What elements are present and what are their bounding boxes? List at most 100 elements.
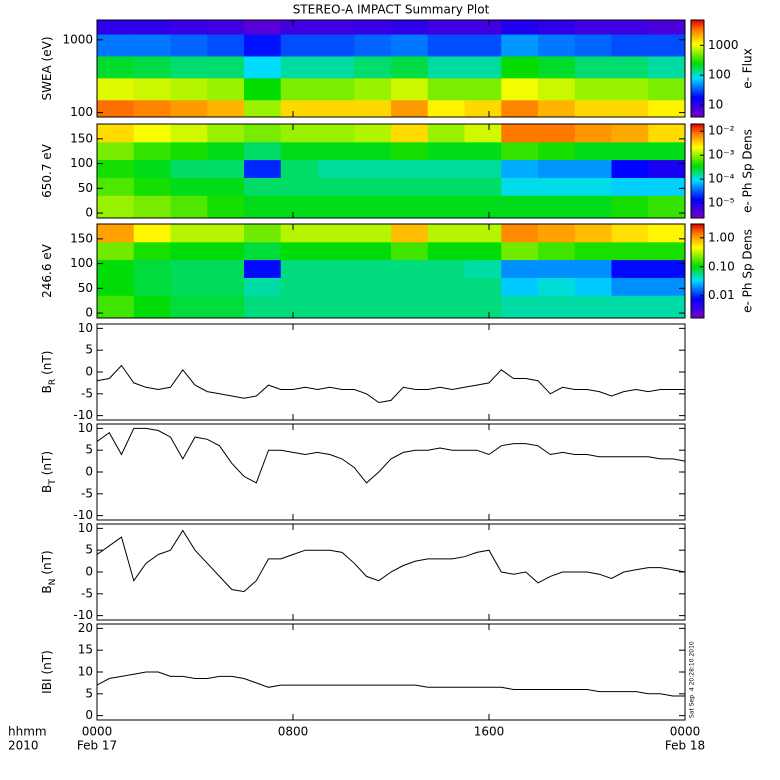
colorbar-strip (691, 189, 704, 192)
heatmap-cell (464, 34, 502, 57)
colorbar-strip (691, 239, 704, 242)
heatmap-cell (97, 20, 135, 35)
y-label-sub: N (48, 579, 58, 586)
colorbar-strip (691, 125, 704, 128)
heatmap-cell (170, 195, 208, 219)
colorbar-strip (691, 92, 704, 95)
colorbar-strip (691, 186, 704, 189)
heatmap-cell (648, 124, 686, 143)
colorbar-strip (691, 213, 704, 216)
heatmap-cell (464, 159, 502, 178)
colorbar-strip (691, 73, 704, 76)
heatmap-cell (538, 224, 576, 243)
colorbar-strip (691, 305, 704, 308)
colorbar-strip (691, 174, 704, 177)
colorbar-strip (691, 316, 704, 319)
colorbar-strip (691, 197, 704, 200)
colorbar-strip (691, 258, 704, 261)
panel-frame (96, 223, 686, 319)
colorbar-strip (691, 300, 704, 303)
colorbar-strip (691, 252, 704, 255)
y-tick-label: -5 (81, 386, 93, 400)
x-tick-label: 0800 (278, 725, 309, 739)
colorbar-strip (691, 50, 704, 53)
heatmap-cell (501, 141, 539, 161)
heatmap-cell (501, 77, 539, 101)
colorbar-strip (691, 314, 704, 317)
colorbar-strip (691, 95, 704, 99)
colorbar-strip (691, 228, 704, 231)
colorbar-strip (691, 20, 704, 23)
colorbar-strip (691, 97, 704, 100)
y-label-unit: (nT) (40, 351, 54, 375)
colorbar-tick-label: 10⁻² (708, 124, 735, 138)
heatmap-cell (170, 277, 208, 296)
colorbar-tick-label: 0.10 (708, 259, 735, 273)
heatmap-cell (648, 177, 686, 196)
heatmap-cell (574, 55, 612, 79)
heatmap-cell (391, 277, 429, 296)
heatmap-cell (354, 124, 392, 143)
colorbar-strip (691, 47, 704, 50)
heatmap-cell (354, 277, 392, 296)
y-axis-label: 246.6 eV (40, 243, 54, 298)
y-tick-label: -10 (73, 408, 93, 422)
heatmap-cell (648, 99, 686, 118)
colorbar-strip (691, 253, 704, 256)
heatmap-cell (170, 55, 208, 79)
colorbar-strip (691, 175, 704, 178)
colorbar-strip (691, 142, 704, 145)
y-tick-label: 10 (78, 521, 93, 535)
heatmap-cell (501, 177, 539, 196)
y-tick-label: -10 (73, 508, 93, 522)
colorbar-strip (691, 283, 704, 286)
heatmap-cell (133, 77, 171, 101)
colorbar-strip (691, 191, 704, 194)
heatmap-cell (244, 124, 282, 143)
heatmap-cell (464, 195, 502, 219)
colorbar-strip (691, 264, 704, 267)
heatmap-cell (207, 124, 245, 143)
y-tick-label: 5 (85, 543, 93, 557)
heatmap-cell (501, 34, 539, 57)
colorbar-strip (691, 210, 704, 213)
colorbar-strip (691, 108, 704, 112)
y-axis-label: BN (nT) (40, 550, 58, 593)
colorbar-strip (691, 147, 704, 150)
colorbar-tick-label: 0.01 (708, 288, 735, 302)
heatmap-cell (280, 124, 318, 143)
heatmap-cell (538, 99, 576, 118)
colorbar-strip (691, 156, 704, 159)
colorbar-tick-label: 10⁻⁴ (708, 172, 735, 186)
y-tick-label: 0 (85, 206, 93, 220)
heatmap-cell (391, 159, 429, 178)
heatmap-cell (354, 159, 392, 178)
colorbar-strip (691, 202, 704, 205)
colorbar-strip (691, 267, 704, 270)
colorbar-strip (691, 275, 704, 278)
colorbar-strip (691, 139, 704, 142)
heatmap-cell (207, 34, 245, 57)
colorbar-strip (691, 285, 704, 288)
colorbar-strip (691, 289, 704, 292)
y-tick-label: -10 (73, 608, 93, 622)
colorbar-strip (691, 242, 704, 245)
colorbar-strip (691, 133, 704, 136)
heatmap-cell (427, 99, 465, 118)
heatmap-cell (354, 224, 392, 243)
colorbar-strip (691, 166, 704, 169)
colorbar-frame (690, 123, 705, 219)
heatmap-cell (427, 177, 465, 196)
heatmap-cell (611, 259, 649, 278)
colorbar-strip (691, 28, 704, 31)
heatmap-cell (280, 195, 318, 219)
colorbar-strip (691, 274, 704, 277)
colorbar-strip (691, 158, 704, 161)
colorbar-strip (691, 65, 704, 68)
heatmap-cell (97, 124, 135, 143)
heatmap-cell (538, 277, 576, 296)
heatmap-cell (280, 259, 318, 278)
colorbar-strip (691, 49, 704, 52)
colorbar-strip (691, 272, 704, 275)
y-axis-label: BR (nT) (40, 351, 58, 394)
